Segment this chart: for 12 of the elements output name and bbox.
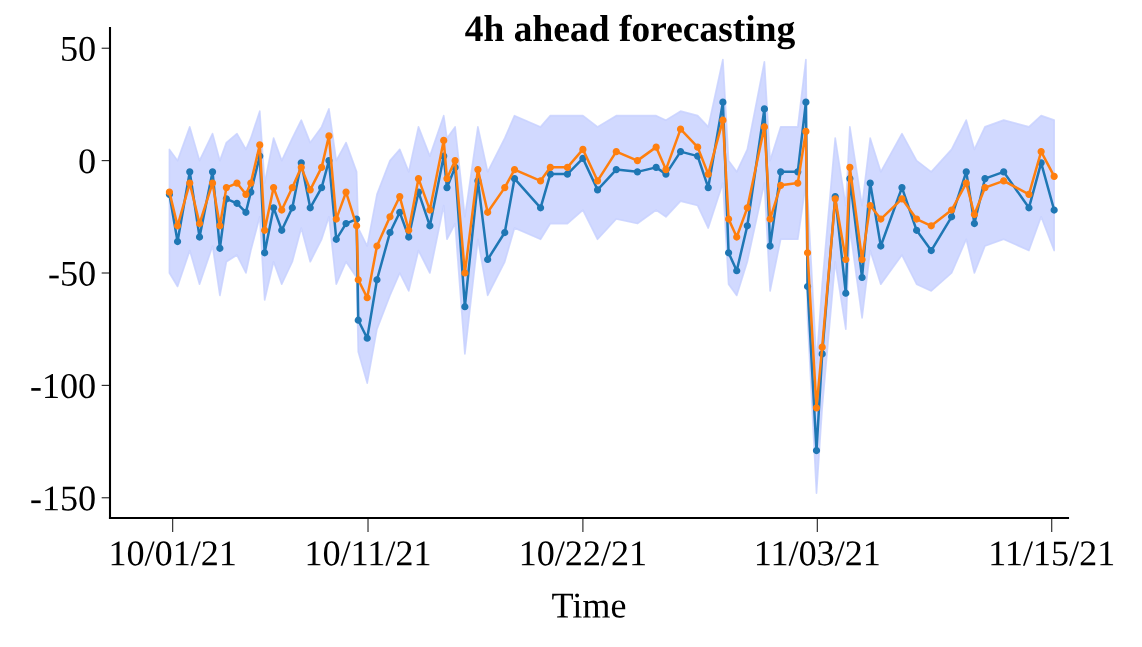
x-tick-label: 10/22/21 — [521, 541, 645, 566]
x-tick-label: 11/03/21 — [756, 541, 879, 566]
x-tick-label: 10/11/21 — [307, 541, 430, 566]
y-tick-label: -100 — [31, 373, 95, 399]
chart-title: 4h ahead forecasting — [465, 14, 795, 50]
x-tick-label: 10/01/21 — [111, 541, 235, 566]
y-tick-label: -150 — [31, 486, 95, 511]
x-tick-label: 11/15/21 — [991, 541, 1114, 566]
y-tick-label: -50 — [49, 261, 95, 286]
x-axis-title: Time — [552, 593, 626, 618]
y-tick-label: 50 — [62, 36, 95, 62]
y-tick-label: 0 — [79, 149, 95, 174]
